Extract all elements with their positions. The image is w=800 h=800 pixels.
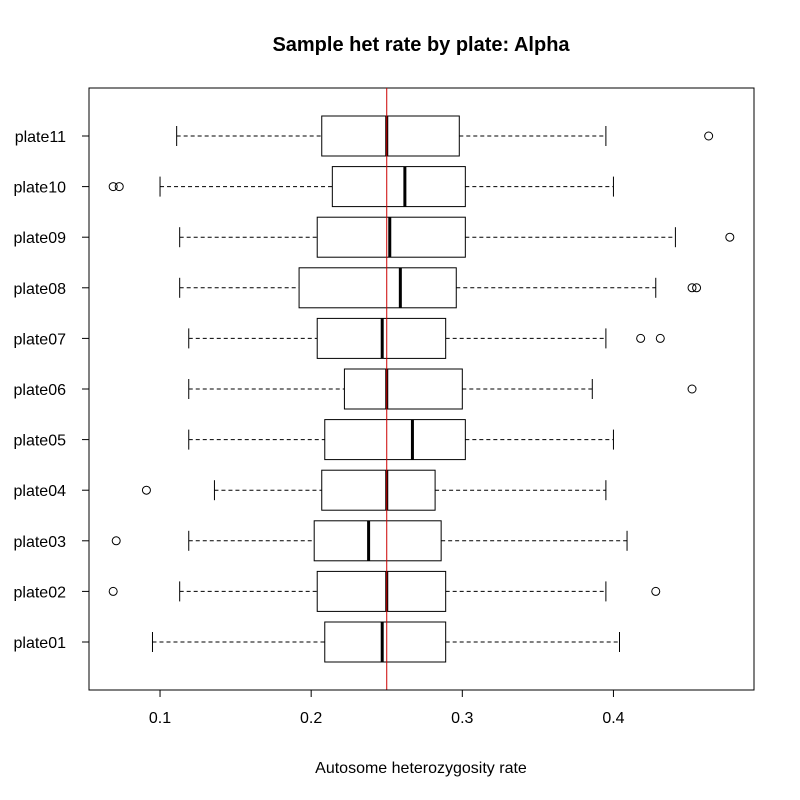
outlier-point <box>108 182 118 192</box>
iqr-box <box>331 166 466 208</box>
plot-area <box>108 88 735 690</box>
iqr-box <box>324 419 466 461</box>
x-tick-label: 0.1 <box>149 710 171 727</box>
x-axis: 0.1 0.2 0.3 0.4 <box>149 689 625 727</box>
box-plate01 <box>151 621 620 663</box>
y-axis: plate01 plate02 plate03 plate04 plate05 plate… <box>14 129 90 652</box>
category-label: plate02 <box>14 584 67 601</box>
outlier-point <box>111 536 121 546</box>
iqr-box <box>298 267 457 309</box>
iqr-box <box>343 368 463 410</box>
box-plate09 <box>179 216 735 258</box>
x-tick-label: 0.4 <box>602 710 624 727</box>
box-plate02 <box>108 570 661 612</box>
iqr-box <box>321 115 460 157</box>
box-plate08 <box>179 267 702 309</box>
iqr-box <box>313 520 442 562</box>
outlier-point <box>636 333 646 343</box>
box-plate04 <box>141 469 607 511</box>
outlier-point <box>114 182 124 192</box>
iqr-box <box>316 216 466 258</box>
outlier-point <box>692 283 702 293</box>
chart-title: Sample het rate by plate: Alpha <box>272 34 570 56</box>
outlier-point <box>725 232 735 242</box>
box-plate03 <box>111 520 628 562</box>
category-label: plate08 <box>14 281 67 298</box>
category-label: plate07 <box>14 331 67 348</box>
category-label: plate11 <box>15 129 66 146</box>
box-plate05 <box>188 419 614 461</box>
outlier-point <box>704 131 714 141</box>
box-plate07 <box>188 317 665 359</box>
box-plate10 <box>108 166 614 208</box>
category-label: plate05 <box>14 433 67 450</box>
outlier-point <box>655 333 665 343</box>
outlier-point <box>141 485 151 495</box>
category-label: plate03 <box>14 534 67 551</box>
category-label: plate04 <box>14 483 67 500</box>
category-label: plate09 <box>14 230 67 247</box>
x-axis-label: Autosome heterozygosity rate <box>315 760 527 777</box>
box-plate11 <box>176 115 714 157</box>
x-tick-label: 0.2 <box>300 710 322 727</box>
category-label: plate01 <box>14 635 67 652</box>
iqr-box <box>321 469 436 511</box>
x-tick-label: 0.3 <box>451 710 473 727</box>
outlier-point <box>687 283 697 293</box>
category-label: plate10 <box>14 180 67 197</box>
outlier-point <box>108 586 118 596</box>
iqr-box <box>324 621 447 663</box>
outlier-point <box>651 586 661 596</box>
outlier-point <box>687 384 697 394</box>
iqr-box <box>316 570 447 612</box>
box-plate06 <box>188 368 697 410</box>
category-label: plate06 <box>14 382 67 399</box>
